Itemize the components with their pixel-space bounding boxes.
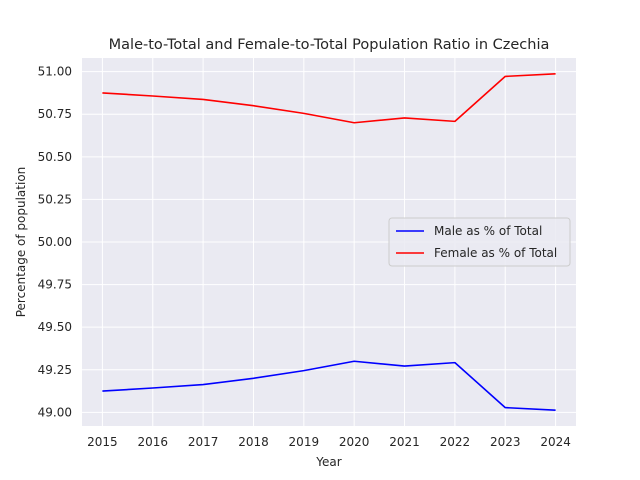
y-tick-label: 49.25 (38, 363, 72, 377)
x-tick-label: 2016 (137, 435, 168, 449)
y-tick-label: 49.00 (38, 405, 72, 419)
series-lines (102, 73, 556, 411)
y-tick-label: 50.00 (38, 235, 72, 249)
y-tick-label: 50.25 (38, 192, 72, 206)
x-tick-label: 2019 (289, 435, 320, 449)
y-tick-label: 49.75 (38, 278, 72, 292)
x-tick-label: 2021 (389, 435, 420, 449)
y-axis-label: Percentage of population (14, 167, 28, 318)
legend-entry: Male as % of Total (434, 224, 542, 238)
x-tick-label: 2017 (188, 435, 219, 449)
x-tick-label: 2018 (238, 435, 269, 449)
x-tick-label: 2023 (490, 435, 521, 449)
series-line-male (102, 360, 556, 411)
chart-title: Male-to-Total and Female-to-Total Popula… (109, 37, 550, 53)
tick-labels: 2015 2016 2017 2018 2019 2020 2021 2022 2023 2024… (38, 65, 571, 449)
x-tick-label: 2022 (440, 435, 471, 449)
y-tick-label: 50.50 (38, 150, 72, 164)
legend-box (388, 217, 571, 267)
x-tick-label: 2024 (540, 435, 571, 449)
legend-entry: Female as % of Total (434, 246, 557, 260)
y-tick-label: 49.50 (38, 320, 72, 334)
y-tick-label: 51.00 (38, 65, 72, 79)
x-tick-label: 2020 (339, 435, 370, 449)
x-axis-label: Year (315, 455, 341, 469)
x-tick-label: 2015 (87, 435, 118, 449)
y-tick-label: 50.75 (38, 107, 72, 121)
legend: Male as % of Total Female as % of Total (388, 217, 571, 267)
series-line-female (102, 73, 556, 124)
